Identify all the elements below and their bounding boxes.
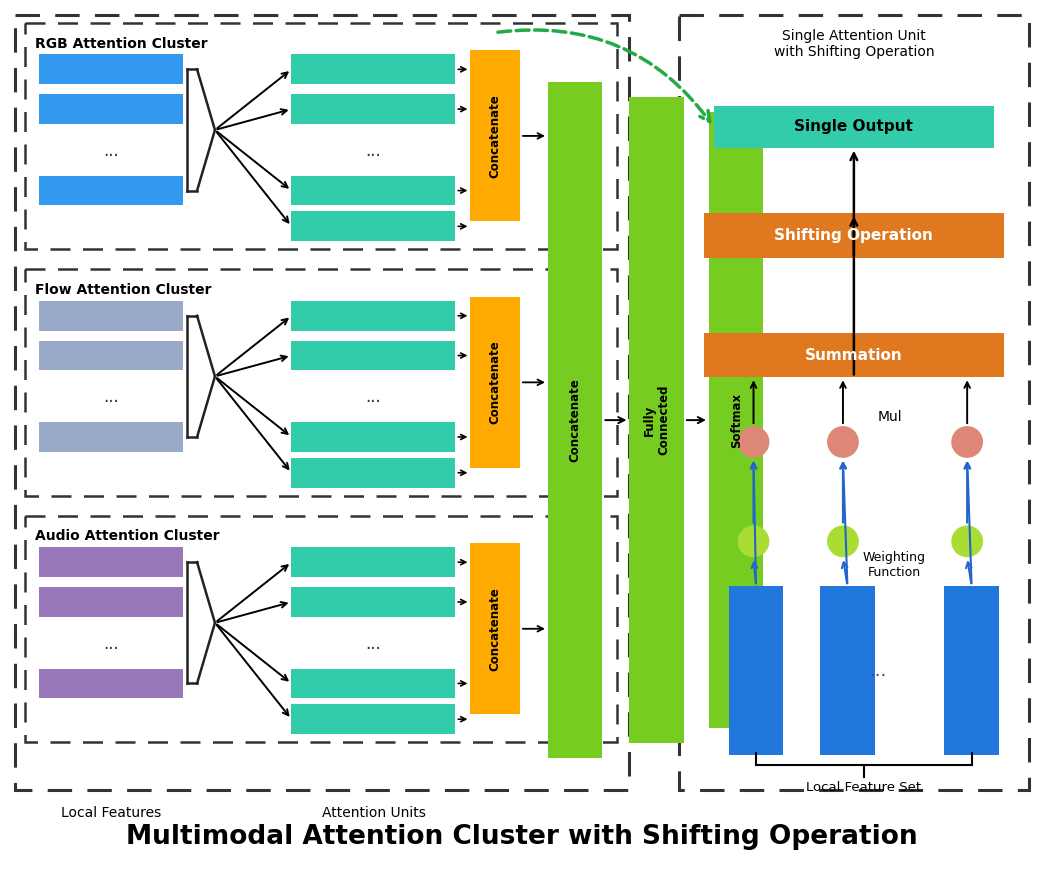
- Text: Concatenate: Concatenate: [489, 341, 502, 424]
- Circle shape: [827, 526, 859, 557]
- Text: Softmax: Softmax: [730, 392, 742, 448]
- Bar: [25, 23, 617, 249]
- Text: ...: ...: [365, 142, 381, 159]
- Text: Shifting Operation: Shifting Operation: [775, 229, 933, 244]
- Circle shape: [951, 526, 983, 557]
- Text: ...: ...: [365, 388, 381, 406]
- Bar: [704, 333, 1004, 378]
- Text: Single Attention Unit
with Shifting Operation: Single Attention Unit with Shifting Oper…: [774, 29, 934, 59]
- Text: Concatenate: Concatenate: [489, 94, 502, 178]
- Bar: [39, 95, 183, 124]
- Text: ...: ...: [869, 661, 886, 680]
- Text: Concatenate: Concatenate: [489, 587, 502, 671]
- Bar: [714, 106, 994, 148]
- Text: Weighting
Function: Weighting Function: [862, 551, 926, 579]
- Bar: [630, 97, 684, 743]
- Bar: [291, 548, 455, 577]
- Text: Mul: Mul: [878, 410, 902, 424]
- Bar: [679, 15, 1028, 790]
- Bar: [39, 300, 183, 330]
- Circle shape: [738, 426, 769, 458]
- Bar: [291, 422, 455, 452]
- Bar: [291, 300, 455, 330]
- Circle shape: [951, 426, 983, 458]
- Text: Local Features: Local Features: [61, 806, 161, 820]
- Text: ...: ...: [103, 388, 119, 406]
- Bar: [291, 668, 455, 698]
- Text: ...: ...: [103, 142, 119, 159]
- Bar: [471, 543, 520, 714]
- Bar: [291, 176, 455, 206]
- Text: Single Output: Single Output: [794, 119, 914, 135]
- Bar: [471, 297, 520, 468]
- Bar: [291, 54, 455, 84]
- Bar: [39, 176, 183, 206]
- Bar: [704, 214, 1004, 258]
- Bar: [291, 95, 455, 124]
- Bar: [39, 668, 183, 698]
- Bar: [16, 15, 630, 790]
- Text: Attention Units: Attention Units: [322, 806, 425, 820]
- Text: RGB Attention Cluster: RGB Attention Cluster: [35, 37, 208, 51]
- Bar: [471, 51, 520, 222]
- Bar: [821, 586, 875, 755]
- Bar: [291, 704, 455, 734]
- Text: Audio Attention Cluster: Audio Attention Cluster: [35, 529, 219, 543]
- Text: Summation: Summation: [805, 348, 903, 363]
- Circle shape: [827, 426, 859, 458]
- Bar: [291, 341, 455, 371]
- Bar: [25, 269, 617, 496]
- Bar: [945, 586, 999, 755]
- Bar: [291, 211, 455, 241]
- Bar: [39, 422, 183, 452]
- Bar: [39, 54, 183, 84]
- Text: ...: ...: [365, 635, 381, 653]
- Text: Local Feature Set: Local Feature Set: [806, 781, 922, 794]
- Bar: [291, 458, 455, 488]
- Bar: [291, 587, 455, 617]
- Bar: [548, 82, 602, 758]
- Text: Concatenate: Concatenate: [569, 378, 582, 462]
- Bar: [39, 341, 183, 371]
- Text: Flow Attention Cluster: Flow Attention Cluster: [35, 283, 212, 297]
- Bar: [709, 112, 763, 728]
- Bar: [39, 548, 183, 577]
- Bar: [39, 587, 183, 617]
- Bar: [25, 515, 617, 742]
- Circle shape: [738, 526, 769, 557]
- Text: Multimodal Attention Cluster with Shifting Operation: Multimodal Attention Cluster with Shifti…: [126, 824, 918, 851]
- Text: ...: ...: [103, 635, 119, 653]
- Text: Fully
Connected: Fully Connected: [643, 385, 670, 456]
- Bar: [729, 586, 783, 755]
